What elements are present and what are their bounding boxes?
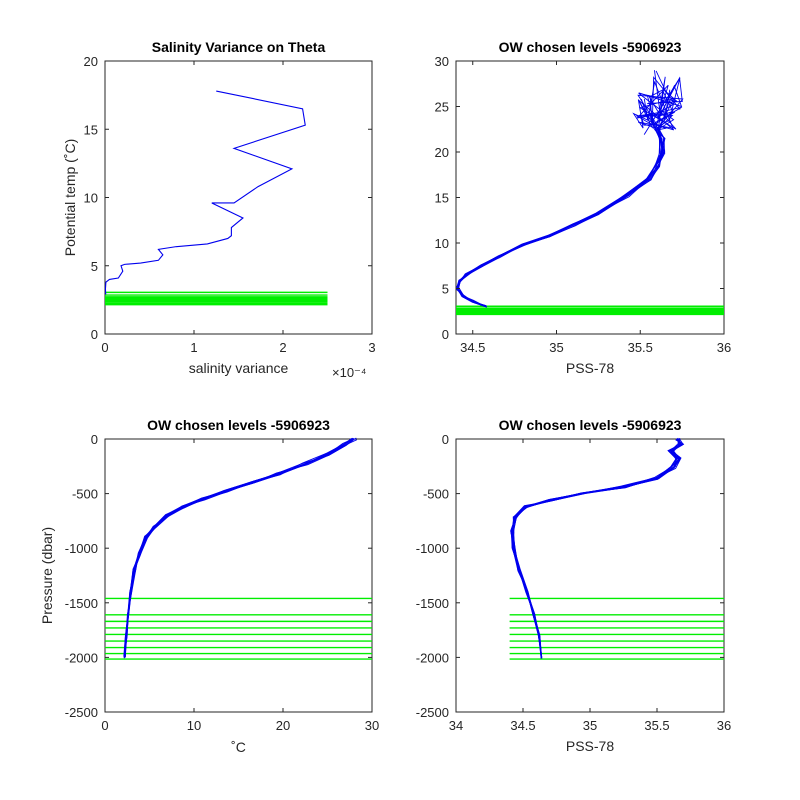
- plot-area: [455, 438, 725, 713]
- profile-line: [123, 438, 355, 658]
- x-multiplier-label: ×10⁻⁴: [332, 365, 367, 380]
- profile-line: [456, 76, 683, 307]
- x-tick-label: 34: [449, 718, 463, 733]
- y-tick-label: 15: [435, 191, 449, 206]
- x-tick-label: 36: [717, 718, 731, 733]
- x-axis-label: PSS-78: [566, 360, 614, 376]
- series-lines: [104, 90, 306, 295]
- y-tick-label: -2000: [65, 650, 98, 665]
- x-tick-label: 36: [717, 340, 731, 355]
- x-axis-label: ˚C: [231, 739, 246, 755]
- profile-lines: [123, 437, 358, 659]
- y-tick-label: 0: [442, 327, 449, 342]
- profile-line: [512, 437, 681, 659]
- y-tick-label: 5: [91, 259, 98, 274]
- y-tick-label: 0: [91, 327, 98, 342]
- y-tick-label: -2500: [65, 705, 98, 720]
- y-tick-label: 0: [91, 432, 98, 447]
- plot-area: [104, 438, 373, 713]
- panel-pressure-temperature: 0 10 20 30 -2500 -2000 -1500 -1000 -500 0 OW chos…: [39, 417, 379, 755]
- x-tick-label: 0: [101, 340, 108, 355]
- chart-title: Salinity Variance on Theta: [152, 39, 326, 55]
- x-tick-label: 34.5: [510, 718, 535, 733]
- x-tick-label: 10: [187, 718, 201, 733]
- chart-title: OW chosen levels -5906923: [499, 417, 682, 433]
- profile-lines: [510, 437, 685, 659]
- y-tick-label: 25: [435, 100, 449, 115]
- ticks: 34 34.5 35 35.5 36 -2500 -2000 -1500 -1000 -500 0: [416, 432, 731, 733]
- y-tick-label: -2500: [416, 705, 449, 720]
- plot-area: [455, 60, 725, 335]
- y-tick-label: -1000: [65, 541, 98, 556]
- y-tick-label: 10: [435, 236, 449, 251]
- y-tick-label: 30: [435, 54, 449, 69]
- x-tick-label: 34.5: [460, 340, 485, 355]
- x-tick-label: 35: [549, 340, 563, 355]
- y-tick-label: -1500: [65, 596, 98, 611]
- level-lines: [105, 291, 328, 306]
- y-tick-label: 0: [442, 432, 449, 447]
- x-tick-label: 35.5: [644, 718, 669, 733]
- ticks: 0 1 2 3 0 5 10 15 20: [84, 54, 376, 355]
- x-tick-label: 0: [101, 718, 108, 733]
- ticks: 0 10 20 30 -2500 -2000 -1500 -1000 -500 0: [65, 432, 379, 733]
- y-tick-label: 10: [84, 191, 98, 206]
- y-tick-label: -1500: [416, 596, 449, 611]
- chart-title: OW chosen levels -5906923: [147, 417, 330, 433]
- y-tick-label: 20: [435, 145, 449, 160]
- y-tick-label: 20: [84, 54, 98, 69]
- level-lines: [105, 597, 372, 660]
- x-axis-label: PSS-78: [566, 738, 614, 754]
- variance-line: [104, 90, 306, 295]
- level-lines: [509, 597, 724, 660]
- ticks: 34.5 35 35.5 36 0 5 10 15 20 25 30: [435, 54, 732, 355]
- profile-line: [457, 84, 683, 308]
- level-lines: [456, 305, 724, 316]
- plot-area: [104, 60, 373, 335]
- x-tick-label: 35.5: [628, 340, 653, 355]
- x-tick-label: 35: [583, 718, 597, 733]
- x-tick-label: 1: [190, 340, 197, 355]
- y-tick-label: 5: [442, 282, 449, 297]
- y-tick-label: -2000: [416, 650, 449, 665]
- y-tick-label: -500: [423, 487, 449, 502]
- y-axis-label: Pressure (dbar): [39, 527, 55, 624]
- x-tick-label: 20: [276, 718, 290, 733]
- y-axis-label: Potential temp (˚C): [62, 139, 78, 256]
- chart-title: OW chosen levels -5906923: [499, 39, 682, 55]
- panel-theta-salinity: 34.5 35 35.5 36 0 5 10 15 20 25 30 OW chosen level…: [435, 39, 732, 376]
- x-tick-label: 3: [368, 340, 375, 355]
- y-tick-label: 15: [84, 122, 98, 137]
- y-tick-label: -1000: [416, 541, 449, 556]
- profile-lines: [456, 70, 684, 308]
- y-tick-label: -500: [72, 487, 98, 502]
- x-tick-label: 2: [279, 340, 286, 355]
- x-tick-label: 30: [365, 718, 379, 733]
- panel-pressure-salinity: 34 34.5 35 35.5 36-2500-2000-1500-1000-5000 …: [416, 417, 731, 754]
- x-axis-label: salinity variance: [189, 360, 289, 376]
